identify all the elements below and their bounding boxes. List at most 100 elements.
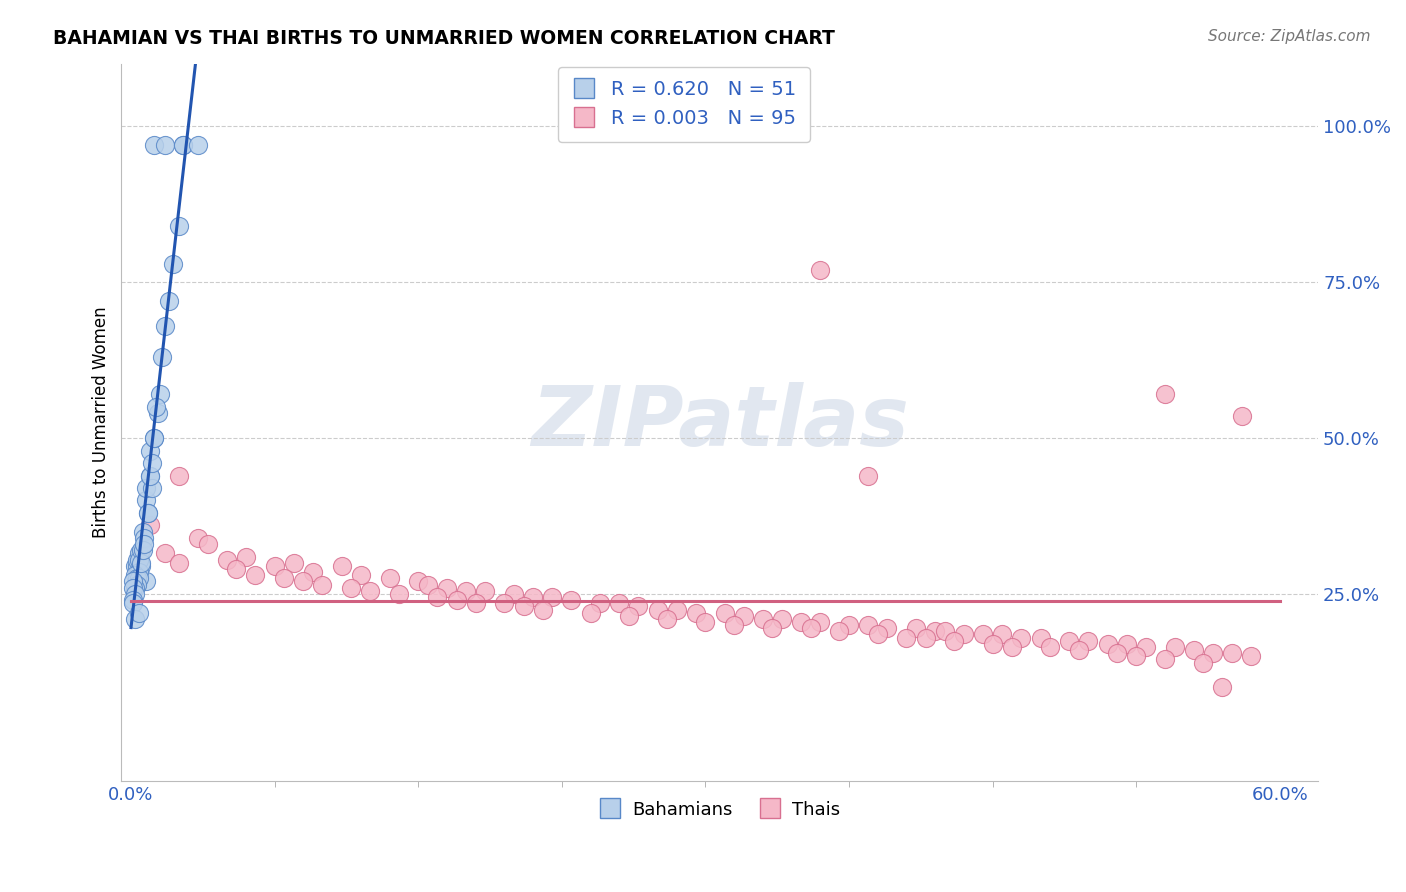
Point (1010, 631, 1032, 645)
Point (647, 602, 669, 616)
Point (150, 350, 173, 364)
Point (124, 612, 146, 626)
Point (172, 138, 194, 153)
Point (416, 577, 439, 591)
Point (866, 627, 889, 641)
Point (914, 631, 936, 645)
Point (655, 612, 678, 626)
Point (1001, 640, 1024, 654)
Point (388, 587, 411, 601)
Point (135, 574, 157, 589)
Point (406, 574, 429, 589)
Point (905, 621, 928, 635)
Point (972, 627, 994, 641)
Point (991, 627, 1014, 641)
Point (155, 546, 177, 560)
Point (167, 556, 190, 570)
Point (446, 593, 468, 607)
Text: ZIPatlas: ZIPatlas (531, 382, 908, 463)
Point (627, 599, 650, 614)
Point (589, 596, 612, 610)
Point (378, 571, 401, 585)
Point (128, 571, 150, 585)
Point (273, 571, 295, 585)
Point (125, 568, 148, 582)
Text: BAHAMIAN VS THAI BIRTHS TO UNMARRIED WOMEN CORRELATION CHART: BAHAMIAN VS THAI BIRTHS TO UNMARRIED WOM… (53, 29, 835, 47)
Point (128, 565, 150, 579)
Point (503, 587, 526, 601)
Point (560, 593, 582, 607)
Point (143, 431, 166, 445)
Point (131, 543, 153, 558)
Point (124, 568, 146, 582)
Point (141, 481, 163, 495)
Point (128, 552, 150, 566)
Point (128, 546, 150, 560)
Point (695, 615, 717, 629)
Point (943, 633, 966, 648)
Point (302, 565, 325, 579)
Point (122, 593, 145, 607)
Point (828, 624, 851, 639)
Text: Source: ZipAtlas.com: Source: ZipAtlas.com (1208, 29, 1371, 44)
Point (800, 621, 823, 635)
Point (124, 581, 146, 595)
Point (770, 612, 793, 626)
Point (128, 606, 150, 620)
Point (143, 431, 166, 445)
Point (139, 468, 162, 483)
Point (225, 562, 247, 576)
Point (665, 602, 688, 616)
Point (1182, 643, 1205, 657)
Point (235, 549, 257, 564)
Point (456, 583, 478, 598)
Point (1125, 649, 1147, 664)
Point (953, 627, 976, 641)
Point (157, 293, 180, 308)
Point (522, 590, 544, 604)
Point (155, 138, 177, 153)
Legend: Bahamians, Thais: Bahamians, Thais (592, 793, 848, 826)
Point (340, 581, 363, 595)
Point (122, 596, 145, 610)
Point (187, 138, 209, 153)
Point (134, 537, 156, 551)
Point (245, 568, 267, 582)
Point (808, 262, 831, 277)
Point (1192, 656, 1215, 670)
Point (134, 531, 156, 545)
Point (1163, 640, 1185, 654)
Point (187, 531, 209, 545)
Point (1154, 652, 1177, 666)
Point (141, 456, 163, 470)
Point (876, 621, 898, 635)
Point (136, 506, 159, 520)
Point (162, 256, 184, 270)
Point (838, 618, 860, 632)
Point (1230, 409, 1253, 424)
Point (155, 318, 177, 333)
Point (1202, 646, 1225, 660)
Point (122, 574, 145, 589)
Point (283, 556, 305, 570)
Point (167, 468, 190, 483)
Point (808, 615, 831, 629)
Point (197, 537, 219, 551)
Point (1135, 640, 1157, 654)
Point (145, 400, 167, 414)
Point (924, 624, 946, 639)
Point (129, 543, 152, 558)
Point (122, 581, 145, 595)
Point (135, 493, 157, 508)
Point (733, 608, 755, 623)
Point (292, 574, 315, 589)
Point (167, 219, 190, 234)
Point (172, 138, 194, 153)
Point (131, 524, 153, 539)
Point (139, 518, 162, 533)
Point (856, 618, 879, 632)
Point (426, 590, 449, 604)
Point (685, 606, 707, 620)
Point (464, 596, 486, 610)
Point (139, 443, 162, 458)
